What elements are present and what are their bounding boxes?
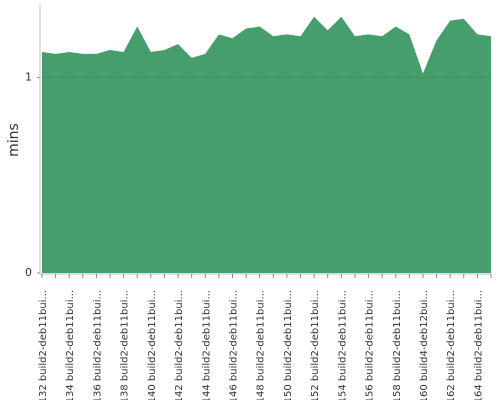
x-tick-label: #164 build2-deb11bui... xyxy=(473,290,484,400)
x-tick-label: #132 build2-deb11bui... xyxy=(38,290,49,400)
x-tick-label: #158 build2-deb11bui... xyxy=(392,290,403,400)
x-tick-label: #146 build2-deb11bui... xyxy=(228,290,239,400)
x-tick-label: #144 build2-deb11bui... xyxy=(201,290,212,400)
x-tick-label: #140 build2-deb11bui... xyxy=(147,290,158,400)
area xyxy=(42,16,491,274)
x-tick-label: #150 build2-deb11bui... xyxy=(283,290,294,400)
x-tick-label: #156 build2-deb11bui... xyxy=(365,290,376,400)
x-tick-label: #142 build2-deb11bui... xyxy=(174,290,185,400)
y-tick-label: 1 xyxy=(25,70,32,83)
x-tick-label: #134 build2-deb11bui... xyxy=(65,290,76,400)
x-tick-label: #154 build2-deb11bui... xyxy=(337,290,348,400)
x-tick-label: #136 build2-deb11bui... xyxy=(92,290,103,400)
y-tick-label: 0 xyxy=(25,266,32,279)
x-tick-label: #160 build4-deb12bui... xyxy=(419,290,430,400)
y-axis-label: mins xyxy=(6,123,22,157)
x-tick-label: #152 build2-deb11bui... xyxy=(310,290,321,400)
x-tick-label: #138 build2-deb11bui... xyxy=(120,290,131,400)
x-tick-label: #148 build2-deb11bui... xyxy=(256,290,267,400)
x-tick-label: #162 build2-deb11bui... xyxy=(446,290,457,400)
